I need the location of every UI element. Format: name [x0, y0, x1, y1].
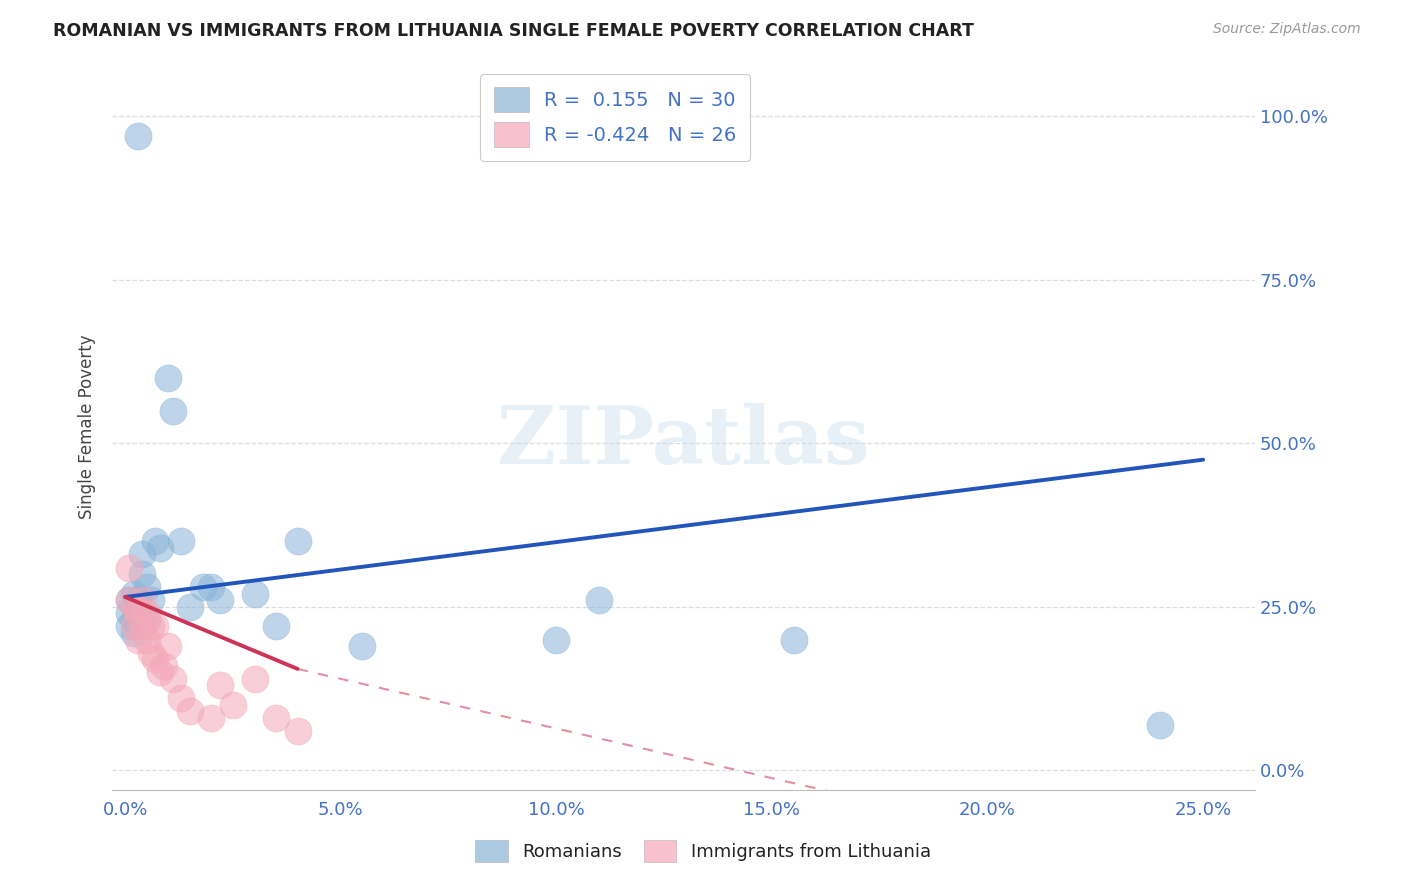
Point — [153, 658, 176, 673]
Point — [179, 599, 201, 614]
Point — [122, 613, 145, 627]
Point — [135, 580, 157, 594]
Point — [208, 678, 231, 692]
Point — [264, 619, 287, 633]
Text: ZIPatlas: ZIPatlas — [498, 402, 870, 481]
Point — [162, 403, 184, 417]
Point — [135, 613, 157, 627]
Point — [1149, 717, 1171, 731]
Point — [122, 599, 145, 614]
Point — [588, 593, 610, 607]
Point — [179, 705, 201, 719]
Text: ROMANIAN VS IMMIGRANTS FROM LITHUANIA SINGLE FEMALE POVERTY CORRELATION CHART: ROMANIAN VS IMMIGRANTS FROM LITHUANIA SI… — [53, 22, 974, 40]
Point — [127, 593, 149, 607]
Point — [287, 534, 309, 549]
Point — [264, 711, 287, 725]
Point — [131, 548, 153, 562]
Point — [191, 580, 214, 594]
Point — [118, 593, 141, 607]
Point — [122, 619, 145, 633]
Point — [118, 560, 141, 574]
Point — [149, 665, 172, 680]
Point — [208, 593, 231, 607]
Point — [139, 593, 162, 607]
Point — [170, 691, 193, 706]
Point — [122, 626, 145, 640]
Point — [222, 698, 245, 712]
Point — [287, 724, 309, 739]
Point — [200, 580, 222, 594]
Point — [162, 672, 184, 686]
Legend: Romanians, Immigrants from Lithuania: Romanians, Immigrants from Lithuania — [468, 833, 938, 870]
Point — [131, 567, 153, 582]
Point — [200, 711, 222, 725]
Point — [118, 593, 141, 607]
Point — [139, 646, 162, 660]
Point — [157, 371, 180, 385]
Point — [127, 128, 149, 143]
Point — [143, 619, 166, 633]
Point — [149, 541, 172, 555]
Point — [122, 587, 145, 601]
Y-axis label: Single Female Poverty: Single Female Poverty — [79, 334, 96, 519]
Point — [135, 632, 157, 647]
Legend: R =  0.155   N = 30, R = -0.424   N = 26: R = 0.155 N = 30, R = -0.424 N = 26 — [479, 74, 749, 161]
Point — [352, 639, 374, 653]
Point — [135, 607, 157, 621]
Text: Source: ZipAtlas.com: Source: ZipAtlas.com — [1213, 22, 1361, 37]
Point — [782, 632, 804, 647]
Point — [131, 593, 153, 607]
Point — [243, 587, 266, 601]
Point — [131, 619, 153, 633]
Point — [118, 619, 141, 633]
Point — [170, 534, 193, 549]
Point — [157, 639, 180, 653]
Point — [127, 632, 149, 647]
Point — [243, 672, 266, 686]
Point — [143, 534, 166, 549]
Point — [118, 607, 141, 621]
Point — [127, 607, 149, 621]
Point — [139, 619, 162, 633]
Point — [143, 652, 166, 666]
Point — [546, 632, 568, 647]
